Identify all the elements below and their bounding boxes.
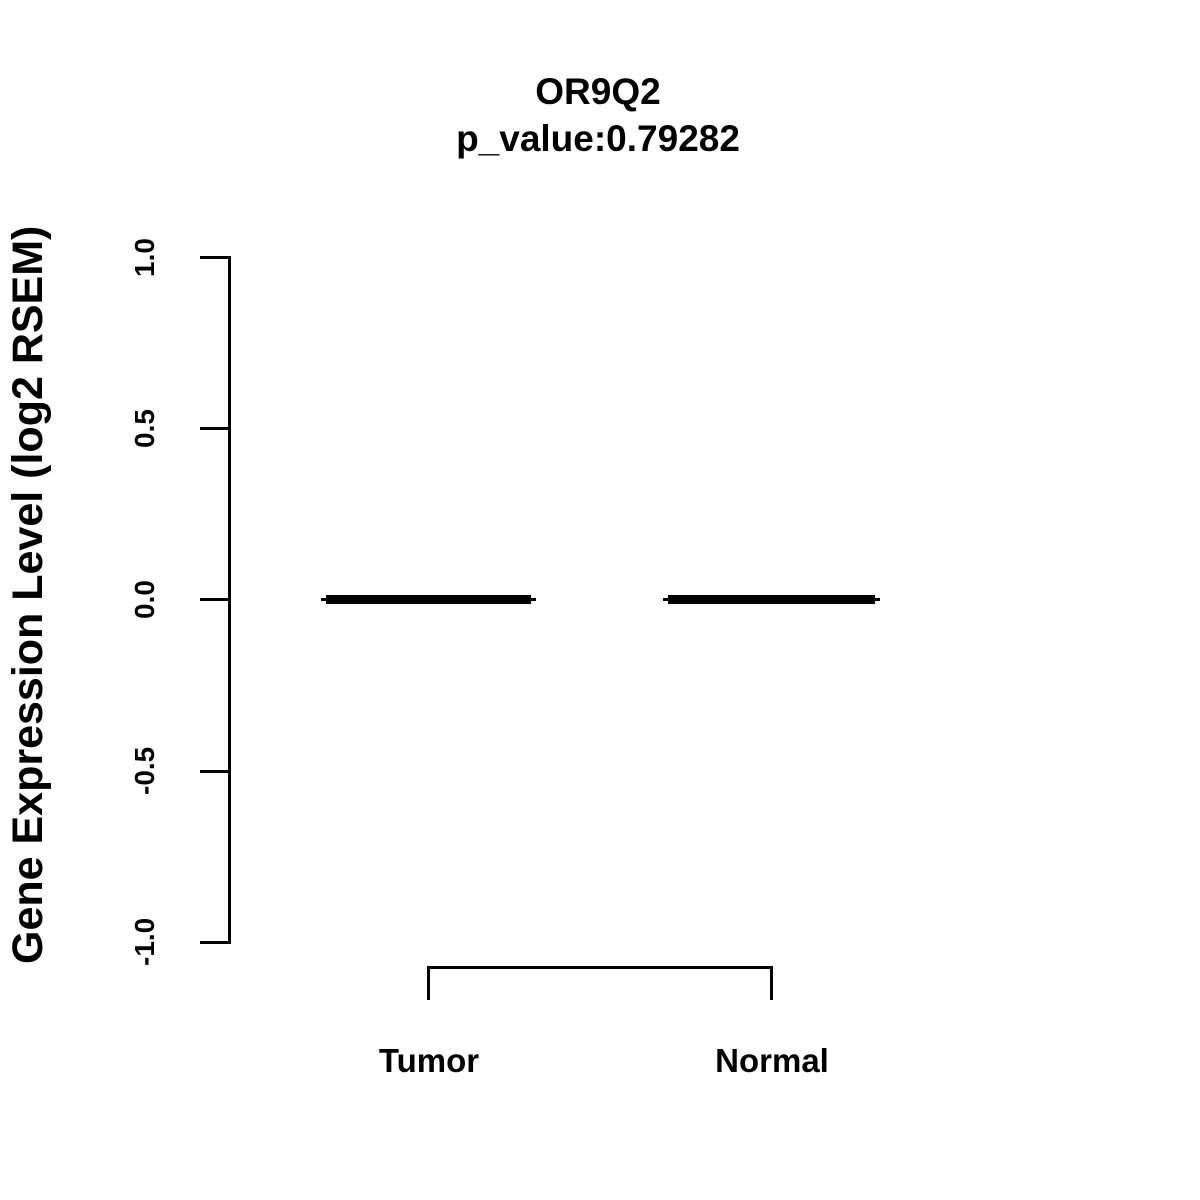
y-axis-line — [228, 256, 231, 944]
boxplot-whisker-cap — [663, 598, 668, 601]
y-tick-mark — [200, 598, 228, 601]
y-tick-mark — [200, 941, 228, 944]
y-tick-mark — [200, 770, 228, 773]
x-tick-mark-normal — [770, 966, 773, 1000]
x-tick-mark-tumor — [427, 966, 430, 1000]
x-axis-line — [427, 966, 773, 969]
y-tick-mark — [200, 427, 228, 430]
y-tick-label: -1.0 — [129, 917, 160, 967]
chart-subtitle-pvalue: p_value:0.79282 — [456, 118, 740, 159]
y-axis-label: Gene Expression Level (log2 RSEM) — [4, 225, 52, 965]
boxplot-whisker-cap — [531, 598, 536, 601]
boxplot-whisker-cap — [875, 598, 880, 601]
y-tick-label: 0.5 — [129, 409, 160, 449]
x-category-label-normal: Normal — [715, 1042, 829, 1079]
y-tick-label: -0.5 — [129, 746, 160, 796]
chart-title: OR9Q2 — [535, 71, 661, 112]
boxplot-whisker-cap — [321, 598, 326, 601]
y-tick-mark — [200, 256, 228, 259]
x-category-label-tumor: Tumor — [378, 1042, 480, 1079]
boxplot-tumor-median-bar — [326, 595, 531, 604]
boxplot-normal-median-bar — [668, 595, 875, 604]
y-tick-label: 0.0 — [129, 580, 160, 620]
y-tick-label: 1.0 — [129, 238, 160, 278]
